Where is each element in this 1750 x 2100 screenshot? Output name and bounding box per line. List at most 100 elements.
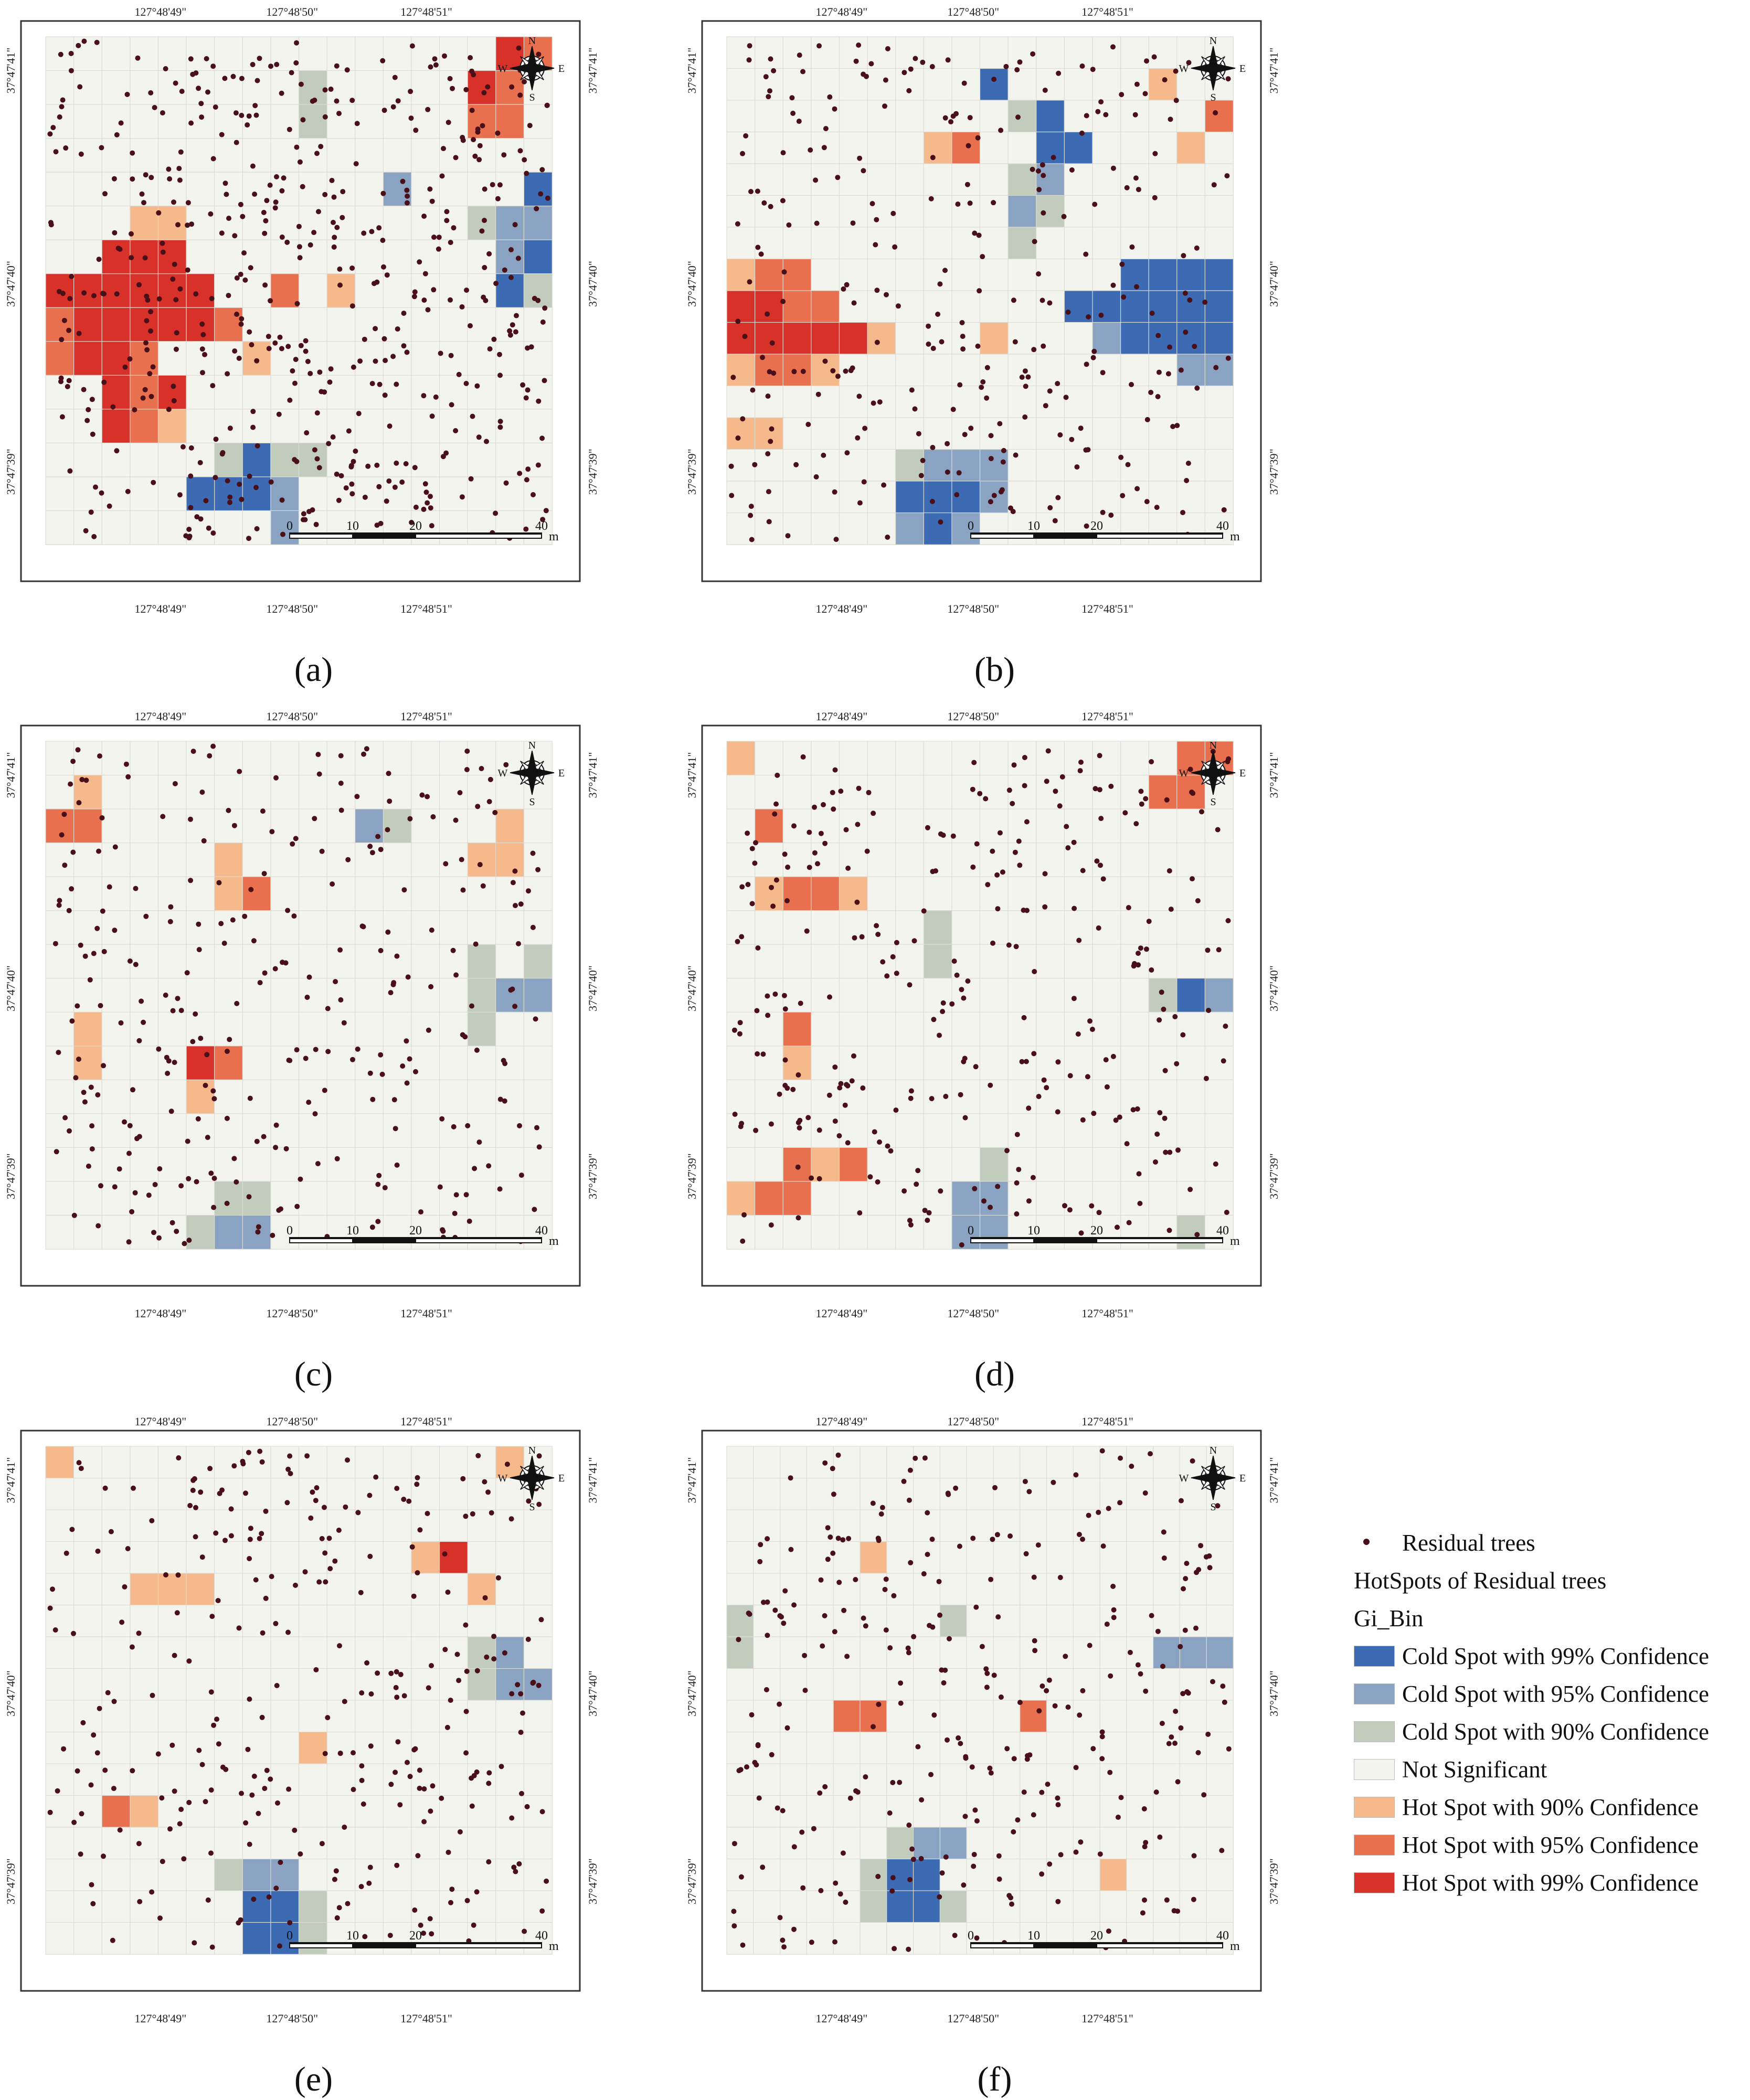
- tree-point: [464, 748, 470, 754]
- grid-cell: [1099, 1890, 1127, 1923]
- tree-point: [294, 1203, 300, 1209]
- tree-point: [1056, 70, 1062, 76]
- tree-point: [418, 1209, 423, 1215]
- grid-cell: [523, 104, 553, 139]
- grid-cell: [1176, 1079, 1206, 1114]
- tree-point: [173, 80, 178, 86]
- grid-cell: [993, 1636, 1021, 1669]
- grid-cell: [1126, 1700, 1154, 1733]
- grid-cell: [186, 1731, 215, 1764]
- tree-point: [336, 1905, 342, 1911]
- tree-point: [901, 1478, 907, 1484]
- tree-point: [782, 1057, 788, 1063]
- tree-point: [913, 1455, 918, 1461]
- grid-cell: [439, 307, 469, 342]
- tree-point: [337, 947, 343, 953]
- tree-point: [261, 1134, 267, 1139]
- tree-point: [203, 1799, 208, 1805]
- tree-point: [421, 1819, 427, 1825]
- grid-cell: [811, 385, 840, 418]
- tree-point: [88, 1084, 94, 1090]
- tree-point: [530, 850, 536, 856]
- grid-cell: [979, 774, 1009, 809]
- tree-point: [780, 150, 786, 156]
- grid-cell: [495, 341, 525, 376]
- grid-cell: [242, 876, 271, 911]
- tree-point: [334, 1915, 340, 1921]
- grid-cell: [1099, 1858, 1127, 1891]
- tree-point: [250, 62, 256, 67]
- grid-cell: [411, 808, 440, 844]
- tree-point: [1143, 1688, 1149, 1694]
- tree-point: [822, 1613, 828, 1618]
- grid-cell: [782, 290, 812, 323]
- grid-cell: [1020, 1827, 1047, 1860]
- grid-cell: [130, 138, 159, 173]
- tree-point: [525, 466, 531, 472]
- tree-point: [266, 334, 271, 339]
- tree-point: [870, 1500, 876, 1506]
- grid-cell: [1092, 808, 1121, 844]
- grid-cell: [383, 1214, 412, 1250]
- tree-point: [853, 1577, 858, 1582]
- tree-point: [1041, 173, 1046, 178]
- scale-tick-label: 20: [409, 1224, 422, 1238]
- scale-tick-label: 10: [1027, 1224, 1040, 1238]
- grid-cell: [913, 1573, 941, 1606]
- grid-cell: [782, 100, 812, 133]
- tree-point: [1110, 282, 1116, 288]
- tree-point: [1011, 1756, 1017, 1762]
- tree-point: [851, 300, 857, 306]
- tree-point: [247, 1696, 252, 1702]
- tree-point: [1136, 187, 1141, 193]
- tree-point: [326, 441, 332, 446]
- grid-cell: [1148, 68, 1178, 101]
- legend-class-row: Hot Spot with 99% Confidence: [1354, 1864, 1742, 1902]
- grid-cell: [298, 910, 328, 945]
- tree-point: [409, 43, 415, 49]
- grid-cell: [726, 1011, 756, 1047]
- grid-cell: [1126, 1604, 1154, 1637]
- tree-point: [445, 1590, 451, 1595]
- tree-point: [1192, 344, 1197, 349]
- tree-point: [263, 218, 269, 223]
- grid-cell: [467, 1700, 496, 1733]
- grid-cell: [270, 876, 300, 911]
- grid-cell: [45, 138, 75, 173]
- grid-cell: [886, 1541, 914, 1574]
- tree-point: [207, 753, 213, 759]
- tree-point: [470, 1511, 475, 1517]
- tree-point: [1077, 768, 1083, 774]
- grid-cell: [923, 1214, 952, 1250]
- tree-point: [1042, 904, 1048, 910]
- grid-cell: [779, 1763, 808, 1796]
- tree-point: [237, 482, 242, 487]
- grid-cell: [860, 1922, 887, 1955]
- grid-cell: [1007, 131, 1037, 164]
- grid-cell: [951, 36, 981, 69]
- grid-cell: [1036, 322, 1065, 355]
- tree-point: [1011, 762, 1017, 768]
- grid-cell: [1099, 1477, 1127, 1510]
- tree-point: [331, 220, 336, 225]
- tree-point: [1074, 464, 1080, 470]
- tree-point: [971, 760, 977, 765]
- tree-point: [536, 1682, 542, 1688]
- tree-point: [333, 1868, 339, 1874]
- tree-point: [820, 1643, 825, 1649]
- tree-point: [322, 1088, 327, 1093]
- tree-point: [1097, 1851, 1103, 1857]
- tree-point: [75, 747, 81, 753]
- grid-cell: [1007, 512, 1037, 545]
- grid-cell: [157, 510, 187, 545]
- tree-point: [519, 1790, 524, 1796]
- tree-point: [438, 350, 443, 356]
- tree-point: [198, 101, 204, 106]
- tree-point: [1129, 382, 1134, 387]
- grid-cell: [270, 104, 300, 139]
- tree-point: [987, 1765, 993, 1771]
- tree-point: [208, 1850, 214, 1856]
- tree-point: [1055, 1795, 1060, 1801]
- grid-cell: [411, 842, 440, 878]
- grid-cell: [45, 70, 75, 105]
